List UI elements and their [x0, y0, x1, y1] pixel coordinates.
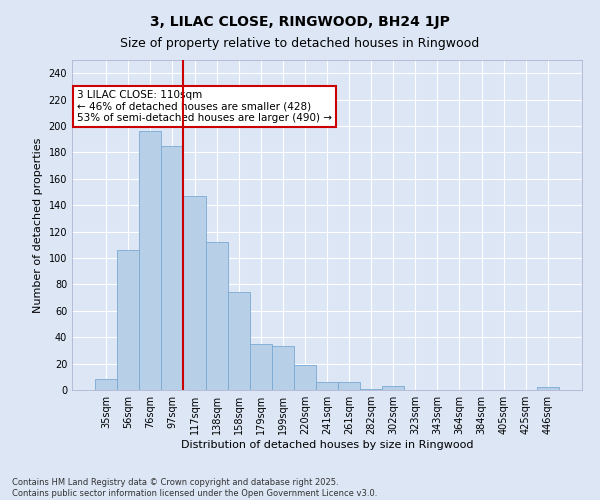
- Bar: [360, 388, 382, 390]
- Bar: [95, 380, 117, 390]
- Bar: [294, 365, 316, 390]
- X-axis label: Distribution of detached houses by size in Ringwood: Distribution of detached houses by size …: [181, 440, 473, 450]
- Bar: [316, 382, 338, 390]
- Text: 3, LILAC CLOSE, RINGWOOD, BH24 1JP: 3, LILAC CLOSE, RINGWOOD, BH24 1JP: [150, 15, 450, 29]
- Bar: [161, 146, 184, 390]
- Bar: [139, 132, 161, 390]
- Bar: [537, 388, 559, 390]
- Bar: [382, 386, 404, 390]
- Bar: [250, 344, 272, 390]
- Text: Contains HM Land Registry data © Crown copyright and database right 2025.
Contai: Contains HM Land Registry data © Crown c…: [12, 478, 377, 498]
- Bar: [272, 346, 294, 390]
- Bar: [117, 250, 139, 390]
- Bar: [206, 242, 227, 390]
- Bar: [184, 196, 206, 390]
- Text: 3 LILAC CLOSE: 110sqm
← 46% of detached houses are smaller (428)
53% of semi-det: 3 LILAC CLOSE: 110sqm ← 46% of detached …: [77, 90, 332, 123]
- Y-axis label: Number of detached properties: Number of detached properties: [33, 138, 43, 312]
- Bar: [227, 292, 250, 390]
- Text: Size of property relative to detached houses in Ringwood: Size of property relative to detached ho…: [121, 38, 479, 51]
- Bar: [338, 382, 360, 390]
